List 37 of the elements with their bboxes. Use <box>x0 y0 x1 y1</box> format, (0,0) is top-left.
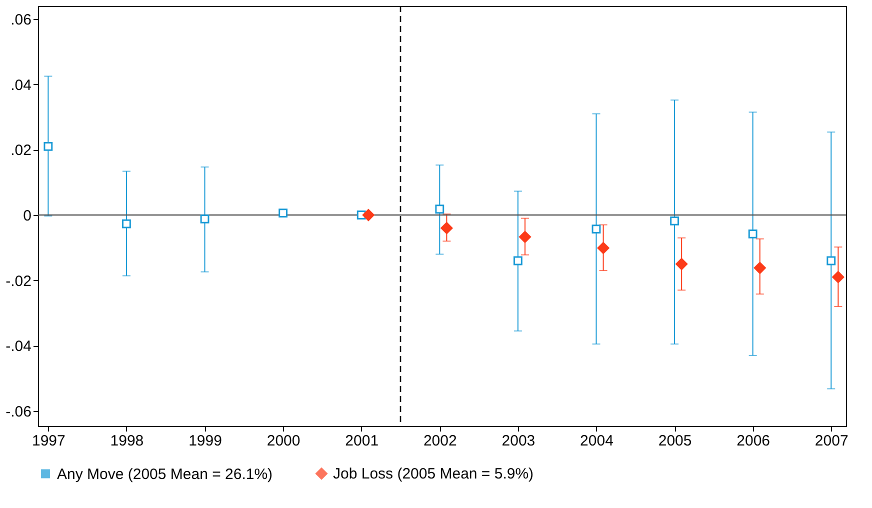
point <box>435 204 444 214</box>
y-tick-label: .06 <box>10 12 32 29</box>
point <box>122 219 131 228</box>
y-tick-label: -.02 <box>6 272 32 290</box>
x-tick-label: 2007 <box>814 432 848 450</box>
point <box>200 214 210 224</box>
point <box>597 242 610 254</box>
x-tick-label: 2002 <box>423 432 457 450</box>
x-tick-label: 2003 <box>502 432 536 450</box>
point <box>748 230 758 238</box>
point <box>754 262 766 274</box>
y-tick-label: .02 <box>10 142 32 160</box>
point <box>592 224 601 234</box>
x-tick-label: 1998 <box>110 432 144 450</box>
point <box>676 258 688 270</box>
point <box>44 142 53 151</box>
x-tick-label: 2001 <box>345 432 379 450</box>
y-tick-label: 0 <box>23 208 32 225</box>
x-tick-label: 2000 <box>266 432 300 450</box>
point <box>519 230 531 243</box>
x-tick-label: 1997 <box>32 432 66 450</box>
x-tick-label: 1999 <box>188 432 222 450</box>
y-tick-label: -.04 <box>6 338 32 356</box>
point <box>440 222 453 234</box>
point <box>513 256 522 266</box>
point <box>826 256 836 266</box>
point <box>278 208 288 218</box>
y-tick-label: .04 <box>10 76 32 94</box>
x-tick-label: 2004 <box>580 432 614 450</box>
y-tick-label: -.06 <box>6 403 32 420</box>
legend-label: Any Move (2005 Mean = 26.1%) <box>57 466 273 483</box>
point <box>832 271 844 284</box>
x-tick-label: 2006 <box>736 432 770 450</box>
legend-label: Job Loss (2005 Mean = 5.9%) <box>333 466 534 483</box>
x-tick-label: 2005 <box>658 432 692 450</box>
point <box>670 216 679 226</box>
point <box>362 209 374 222</box>
